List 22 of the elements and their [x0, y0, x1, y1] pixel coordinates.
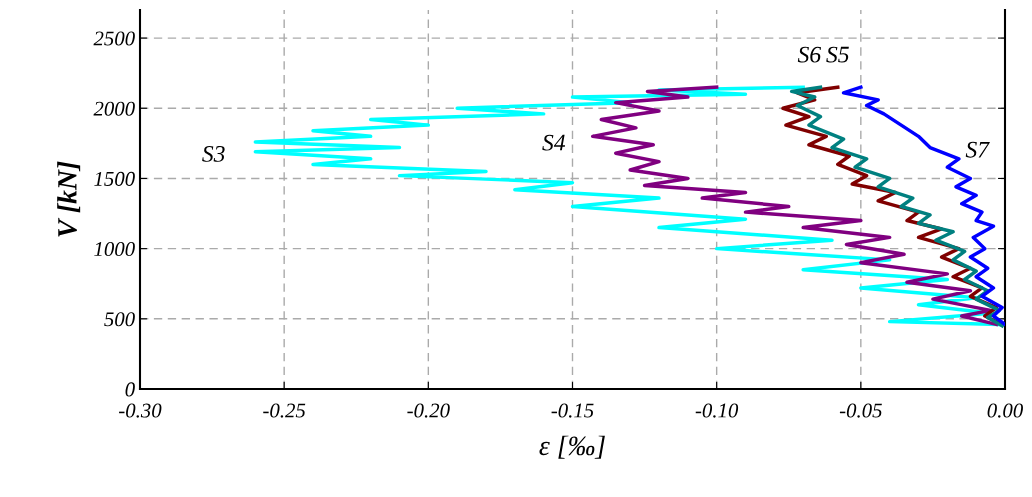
series-label: S4 [542, 134, 566, 151]
series-label: S6 [797, 46, 822, 63]
x-tick-label: -0.30 [119, 403, 162, 418]
x-tick-label: -0.05 [839, 403, 882, 418]
y-tick-label: 1000 [94, 242, 135, 257]
line-series [590, 85, 999, 327]
y-tick-label: 0 [125, 382, 135, 397]
series-label: S3 [202, 145, 225, 162]
y-axis-title: V [kN] [57, 161, 81, 237]
x-tick-label: -0.20 [407, 403, 450, 418]
y-tick-label: 500 [104, 312, 135, 327]
x-axis-title: ε [‰] [539, 435, 605, 459]
y-tick-label: 2000 [93, 101, 135, 116]
series-label: S7 [965, 141, 990, 158]
y-tick-label: 2500 [93, 31, 135, 46]
x-tick-label: -0.10 [695, 403, 739, 418]
x-tick-label: -0.25 [263, 403, 306, 418]
line-series [841, 85, 1005, 327]
y-tick-label: 1500 [94, 171, 135, 186]
series-label: S5 [826, 46, 849, 63]
x-tick-label: -0.15 [551, 403, 594, 418]
x-tick-label: 0.00 [987, 403, 1023, 418]
